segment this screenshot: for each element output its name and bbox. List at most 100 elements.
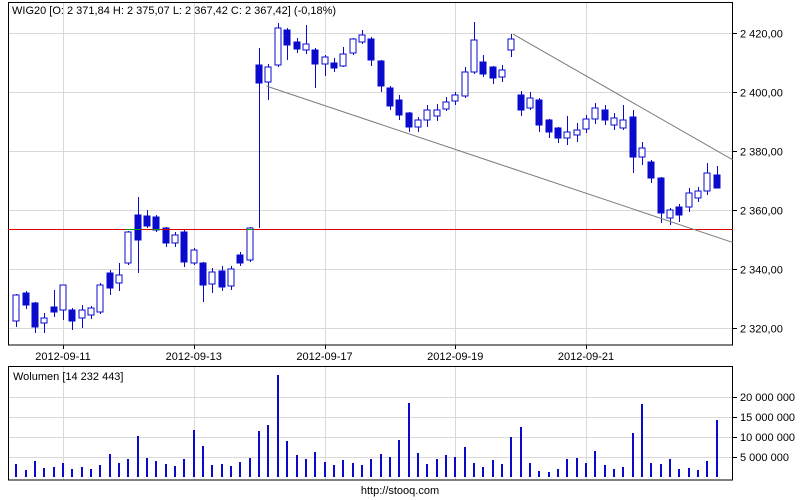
candle-down — [554, 127, 562, 139]
volume-bar — [155, 461, 157, 477]
volume-bar — [650, 463, 652, 477]
volume-bar — [445, 455, 447, 477]
candle-down — [535, 99, 543, 126]
candle-up — [694, 190, 702, 199]
candle-down — [657, 177, 665, 214]
candle-up — [87, 307, 95, 316]
candle-up — [619, 119, 627, 129]
volume-bar — [146, 458, 148, 477]
price-tick-label: 2 380,00 — [740, 146, 783, 158]
volume-bar — [408, 403, 410, 477]
volume-bar — [632, 433, 634, 477]
chart-title: WIG20 [O: 2 371,84 H: 2 375,07 L: 2 367,… — [12, 5, 336, 17]
volume-bar — [529, 463, 531, 477]
volume-bar — [53, 467, 55, 477]
volume-bar — [211, 465, 213, 477]
volume-bar — [277, 375, 279, 477]
candle-down — [143, 215, 151, 227]
volume-tick-label: 15 000 000 — [740, 412, 795, 424]
volume-bar — [174, 466, 176, 477]
candle-up — [507, 38, 515, 51]
trendline — [266, 85, 733, 243]
volume-bar — [99, 465, 101, 477]
price-tick-label: 2 340,00 — [740, 264, 783, 276]
candle-up — [59, 284, 67, 311]
volume-bar — [389, 457, 391, 477]
volume-bar — [510, 437, 512, 477]
candle-down — [180, 231, 188, 263]
volume-bar — [109, 454, 111, 477]
volume-bar — [324, 462, 326, 477]
volume-bar — [585, 463, 587, 477]
volume-bar — [81, 467, 83, 477]
price-gridlines — [8, 2, 733, 345]
volume-bar — [258, 431, 260, 477]
volume-bar — [305, 459, 307, 477]
volume-bar — [604, 465, 606, 477]
candle-up — [470, 39, 478, 73]
candle-down — [517, 94, 525, 111]
volume-bar — [697, 470, 699, 477]
volume-bar — [538, 471, 540, 477]
candle-up — [573, 129, 581, 136]
candle-down — [236, 254, 244, 264]
candle-up — [582, 118, 590, 130]
candle-down — [545, 119, 553, 133]
volume-bar — [62, 463, 64, 477]
volume-bar — [361, 465, 363, 477]
candle-down — [162, 227, 170, 244]
candle-up — [124, 231, 132, 264]
candle-up — [96, 284, 104, 313]
candle-up — [451, 94, 459, 102]
candle-up — [461, 71, 469, 97]
volume-bar — [221, 464, 223, 477]
candle-up — [302, 43, 310, 51]
candle-down — [218, 270, 226, 288]
candle-down — [629, 116, 637, 158]
candle-up — [246, 227, 254, 261]
price-tick-label: 2 420,00 — [740, 28, 783, 40]
candle-up — [274, 27, 282, 66]
price-panel-border — [8, 2, 733, 346]
volume-bar — [90, 469, 92, 477]
candle-down — [479, 61, 487, 75]
candle-down — [293, 41, 301, 50]
price-tick-label: 2 400,00 — [740, 87, 783, 99]
candle-down — [134, 214, 142, 241]
candle-up — [40, 317, 48, 324]
volume-bar — [71, 469, 73, 477]
candle-up — [591, 107, 599, 120]
volume-bar — [230, 466, 232, 477]
candle-up — [433, 109, 441, 117]
volume-bar — [137, 436, 139, 477]
candle-down — [22, 292, 30, 306]
candle-down — [152, 216, 160, 231]
volume-bar — [380, 454, 382, 477]
volume-bar — [352, 463, 354, 477]
volume-bar — [548, 472, 550, 477]
candle-down — [601, 109, 609, 121]
candle-up — [12, 294, 20, 322]
volume-series — [15, 375, 718, 477]
candle-up — [423, 109, 431, 121]
volume-bar — [183, 459, 185, 477]
volume-bar — [716, 420, 718, 477]
candle-down — [311, 49, 319, 65]
footer-url: http://stooq.com — [361, 485, 439, 497]
volume-bar — [398, 440, 400, 477]
candle-up — [115, 274, 123, 284]
candle-up — [442, 101, 450, 110]
candle-up — [227, 268, 235, 287]
candle-down — [386, 87, 394, 107]
volume-bar — [342, 460, 344, 477]
axes: 2 420,00 2 400,00 2 380,00 2 360,00 2 340,00… — [35, 28, 795, 464]
volume-bar — [267, 425, 269, 477]
candle-up — [563, 131, 571, 139]
volume-bar — [296, 455, 298, 477]
volume-bar — [239, 462, 241, 477]
date-tick-label: 2012-09-21 — [558, 351, 614, 363]
volume-bar — [314, 452, 316, 477]
candle-up — [610, 117, 618, 126]
volume-bar — [482, 467, 484, 477]
candle-down — [367, 38, 375, 61]
